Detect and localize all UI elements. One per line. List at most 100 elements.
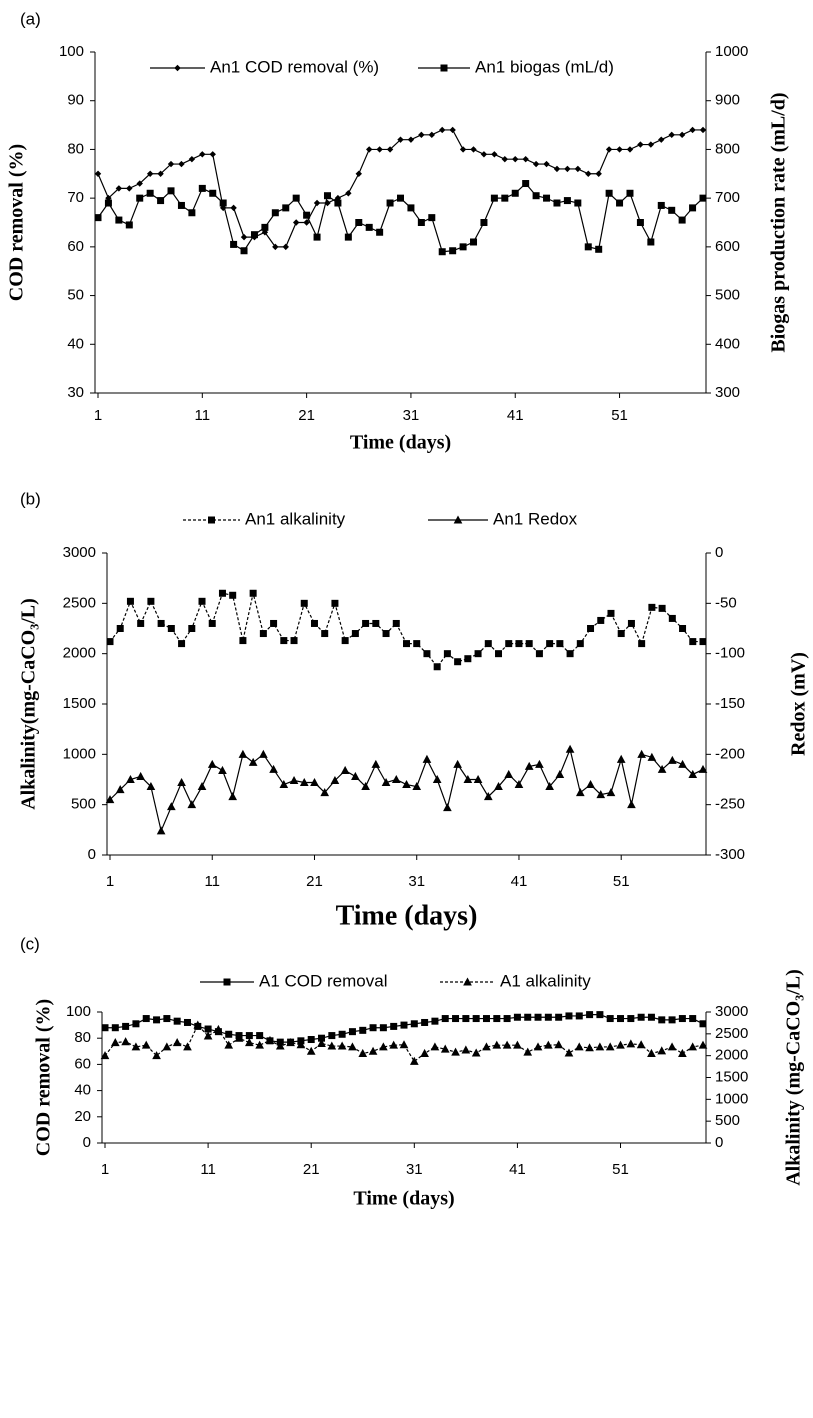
x-tick-label: 11	[200, 1161, 216, 1178]
data-point	[204, 1025, 212, 1033]
data-point	[449, 126, 456, 134]
data-point	[597, 616, 605, 624]
y-tick-label: 60	[74, 1055, 91, 1072]
y2-tick-label: 400	[715, 335, 740, 352]
data-point	[463, 774, 473, 783]
y-tick-label: 40	[74, 1082, 91, 1099]
data-point	[543, 160, 550, 168]
data-point	[585, 170, 592, 177]
data-point	[647, 752, 657, 761]
data-point	[355, 170, 362, 177]
data-point	[667, 1042, 677, 1051]
data-point	[596, 1011, 604, 1019]
data-point	[397, 194, 404, 202]
data-point	[438, 248, 446, 256]
data-point	[340, 765, 350, 774]
y2-tick-label: 900	[715, 92, 740, 109]
data-point	[454, 658, 462, 666]
data-point	[379, 1024, 387, 1032]
data-point	[490, 194, 498, 202]
data-point	[228, 792, 238, 801]
y-tick-label: 70	[67, 189, 84, 206]
data-point	[173, 1017, 181, 1025]
data-point	[637, 749, 646, 758]
x-tick-label: 51	[613, 873, 630, 890]
data-point	[637, 141, 644, 148]
data-point	[101, 1024, 109, 1032]
data-point	[334, 199, 342, 207]
data-point	[289, 775, 299, 785]
data-point	[359, 1026, 367, 1034]
data-point	[545, 781, 554, 791]
data-point	[208, 619, 216, 627]
data-point	[188, 155, 196, 163]
data-point	[337, 1041, 347, 1050]
data-point	[689, 204, 697, 212]
data-point	[515, 640, 523, 648]
data-point	[290, 637, 298, 645]
data-point	[207, 759, 217, 768]
data-point	[115, 185, 123, 192]
y2-tick-label: 600	[715, 238, 740, 255]
data-point	[525, 640, 533, 648]
x-tick-label: 1	[101, 1161, 109, 1178]
data-point	[503, 1015, 511, 1023]
data-point	[484, 640, 492, 648]
data-point	[421, 1018, 429, 1026]
data-point	[409, 1056, 419, 1065]
data-point	[376, 228, 384, 236]
data-point	[348, 1042, 357, 1051]
data-point	[240, 247, 248, 255]
panel: (a)1 11 21 31 41 5130405060708090100300400500…	[6, 9, 790, 453]
data-point	[365, 146, 373, 153]
data-point	[428, 131, 436, 139]
data-point	[136, 194, 144, 202]
y2-axis-title: Alkalinity (mg-CaCO₃/L)	[783, 969, 805, 1186]
data-point	[338, 1030, 346, 1038]
y2-tick-label: 700	[715, 189, 740, 206]
data-point	[188, 209, 196, 217]
y2-tick-label: 2500	[715, 1025, 748, 1042]
data-point	[616, 1040, 625, 1049]
data-point	[379, 1042, 388, 1051]
data-point	[365, 223, 373, 231]
y2-axis-title: Biogas production rate (mL/d)	[768, 92, 790, 352]
data-point	[575, 788, 585, 797]
data-point	[296, 1040, 306, 1049]
data-point	[407, 204, 415, 212]
data-point	[126, 597, 134, 605]
data-point	[106, 638, 114, 646]
data-point	[167, 802, 176, 811]
data-point	[386, 146, 394, 153]
data-point	[668, 1016, 676, 1024]
x-tick-label: 11	[195, 407, 211, 424]
data-point	[255, 1040, 264, 1049]
data-point	[574, 165, 582, 173]
data-point	[162, 1042, 172, 1051]
legend-marker	[208, 516, 215, 524]
y2-tick-label: 0	[715, 1134, 723, 1151]
data-point	[533, 1042, 543, 1051]
data-point	[647, 238, 655, 246]
data-point	[209, 189, 217, 197]
panel: (c)1 11 21 31 41 5102040608010005001000150020…	[20, 934, 805, 1209]
data-point	[218, 589, 226, 597]
data-point	[699, 126, 707, 134]
data-point	[616, 199, 624, 207]
data-point	[522, 155, 529, 163]
y2-tick-label: 1000	[715, 43, 748, 60]
data-point	[483, 792, 493, 801]
data-point	[678, 759, 687, 768]
y2-tick-label: -50	[715, 594, 737, 611]
data-point	[494, 781, 503, 791]
data-point	[224, 1040, 234, 1049]
data-point	[616, 146, 623, 153]
data-point	[647, 141, 655, 148]
data-point	[626, 1039, 636, 1048]
data-point	[203, 1031, 213, 1040]
data-point	[586, 1011, 594, 1019]
y-tick-label: 1500	[63, 695, 96, 712]
data-point	[689, 126, 696, 134]
data-point	[386, 199, 394, 207]
